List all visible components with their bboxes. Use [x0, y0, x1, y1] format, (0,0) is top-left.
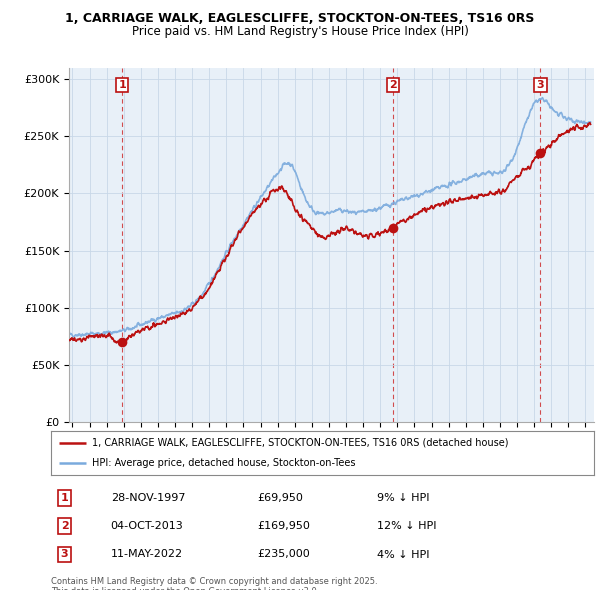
Text: 9% ↓ HPI: 9% ↓ HPI: [377, 493, 430, 503]
Text: 1: 1: [61, 493, 68, 503]
Text: 12% ↓ HPI: 12% ↓ HPI: [377, 521, 436, 531]
Text: 2: 2: [61, 521, 68, 531]
Text: 1, CARRIAGE WALK, EAGLESCLIFFE, STOCKTON-ON-TEES, TS16 0RS (detached house): 1, CARRIAGE WALK, EAGLESCLIFFE, STOCKTON…: [92, 438, 508, 448]
Text: 3: 3: [61, 549, 68, 559]
Text: 11-MAY-2022: 11-MAY-2022: [111, 549, 183, 559]
Text: 4% ↓ HPI: 4% ↓ HPI: [377, 549, 430, 559]
Text: £69,950: £69,950: [257, 493, 303, 503]
Text: 1, CARRIAGE WALK, EAGLESCLIFFE, STOCKTON-ON-TEES, TS16 0RS: 1, CARRIAGE WALK, EAGLESCLIFFE, STOCKTON…: [65, 12, 535, 25]
Text: 1: 1: [118, 80, 126, 90]
Text: 04-OCT-2013: 04-OCT-2013: [111, 521, 184, 531]
Text: £169,950: £169,950: [257, 521, 310, 531]
Text: 28-NOV-1997: 28-NOV-1997: [111, 493, 185, 503]
Text: £235,000: £235,000: [257, 549, 310, 559]
Text: Price paid vs. HM Land Registry's House Price Index (HPI): Price paid vs. HM Land Registry's House …: [131, 25, 469, 38]
Text: HPI: Average price, detached house, Stockton-on-Tees: HPI: Average price, detached house, Stoc…: [92, 458, 355, 468]
Text: 2: 2: [389, 80, 397, 90]
Text: Contains HM Land Registry data © Crown copyright and database right 2025.
This d: Contains HM Land Registry data © Crown c…: [51, 577, 377, 590]
Text: 3: 3: [536, 80, 544, 90]
